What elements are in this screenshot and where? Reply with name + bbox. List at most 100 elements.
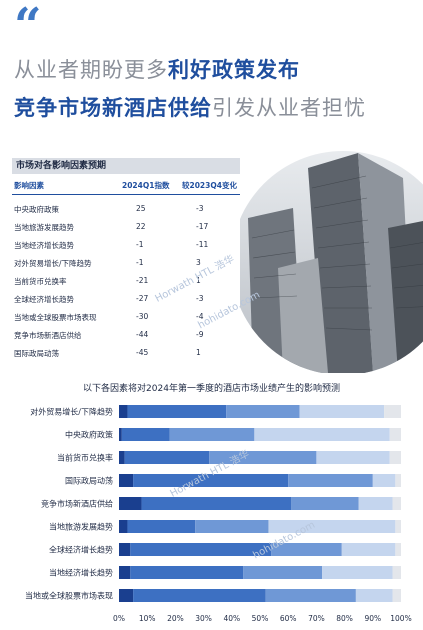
category-label: 当地或全球股票市场表现 <box>25 591 113 601</box>
category-label: 当地旅游发展趋势 <box>49 522 113 532</box>
category-label: 国际政局动荡 <box>65 476 113 486</box>
building-photo <box>238 148 423 373</box>
x-tick-label: 0% <box>113 614 125 623</box>
bar-segment-3 <box>268 520 396 533</box>
x-tick-label: 50% <box>252 614 269 623</box>
table-cell-change: -3 <box>196 204 204 213</box>
bar-segment-1 <box>127 405 227 418</box>
bar-segment-3 <box>372 474 396 487</box>
bar-segment-4 <box>392 589 401 602</box>
table-cell-factor: 竞争市场新酒店供给 <box>14 331 82 340</box>
x-tick-label: 60% <box>280 614 297 623</box>
table-cell-factor: 对外贸易增长/下降趋势 <box>14 259 92 268</box>
bar-segment-4 <box>392 566 401 579</box>
bar-segment-3 <box>254 428 390 441</box>
bar-segment-4 <box>395 474 401 487</box>
x-tick-label: 20% <box>167 614 184 623</box>
factor-table: 市场对各影响因素预期 影响因素 2024Q1指数 较2023Q4变化 中央政府政… <box>12 158 240 368</box>
table-cell-factor: 国际政局动荡 <box>14 349 59 358</box>
quote-mark: “ <box>14 0 42 54</box>
table-cell-factor: 全球经济增长趋势 <box>14 295 74 304</box>
x-tick-label: 40% <box>223 614 240 623</box>
table-row: 当地或全球股票市场表现 -30 -4 <box>12 308 240 326</box>
table-cell-factor: 当地旅游发展趋势 <box>14 223 74 232</box>
category-label: 对外贸易增长/下降趋势 <box>30 407 113 417</box>
bar-segment-4 <box>395 520 401 533</box>
bar-segment-2 <box>265 589 356 602</box>
table-header-divider <box>12 194 240 195</box>
table-cell-index: -21 <box>136 276 149 285</box>
bar-segment-2 <box>291 497 359 510</box>
headline-line-1-bold: 利好政策发布 <box>168 58 300 82</box>
bar-segment-2 <box>243 566 323 579</box>
table-title: 市场对各影响因素预期 <box>12 158 240 174</box>
table-row: 对外贸易增长/下降趋势 -1 3 <box>12 254 240 272</box>
table-row: 全球经济增长趋势 -27 -3 <box>12 290 240 308</box>
x-tick-label: 90% <box>364 614 381 623</box>
table-cell-change: 1 <box>196 276 201 285</box>
headline-line-1: 从业者期盼更多利好政策发布 <box>14 54 300 84</box>
headline-line-2-plain: 引发从业者担忧 <box>212 96 366 120</box>
table-row: 当地旅游发展趋势 22 -17 <box>12 218 240 236</box>
bar-segment-0 <box>119 589 134 602</box>
bar-segment-1 <box>130 566 244 579</box>
bar-segment-0 <box>119 428 122 441</box>
bar-segment-0 <box>119 543 131 556</box>
bar-segment-0 <box>119 566 131 579</box>
table-cell-factor: 中央政府政策 <box>14 205 59 214</box>
bar-segment-0 <box>119 451 125 464</box>
category-label: 中央政府政策 <box>65 430 113 440</box>
table-row: 当前货币兑换率 -21 1 <box>12 272 240 290</box>
bar-segment-2 <box>226 405 300 418</box>
bar-segment-4 <box>395 543 401 556</box>
x-tick-label: 100% <box>390 614 411 623</box>
table-cell-index: 22 <box>136 222 146 231</box>
category-label: 当前货币兑换率 <box>57 453 113 463</box>
bar-segment-0 <box>119 520 128 533</box>
table-row: 国际政局动荡 -45 1 <box>12 344 240 362</box>
table-cell-change: 3 <box>196 258 201 267</box>
bar-segment-3 <box>358 497 393 510</box>
bar-segment-1 <box>141 497 292 510</box>
bar-segment-4 <box>389 428 401 441</box>
bar-segment-2 <box>271 543 342 556</box>
table-cell-index: -1 <box>136 258 144 267</box>
bar-segment-0 <box>119 474 134 487</box>
bar-segment-1 <box>121 428 170 441</box>
table-cell-index: -1 <box>136 240 144 249</box>
bar-segment-1 <box>124 451 210 464</box>
bar-segment-2 <box>169 428 255 441</box>
table-cell-factor: 当地经济增长趋势 <box>14 241 74 250</box>
bar-segment-4 <box>384 405 401 418</box>
bar-segment-1 <box>133 589 266 602</box>
headline-line-2-bold: 竞争市场新酒店供给 <box>14 96 212 120</box>
table-cell-index: -44 <box>136 330 149 339</box>
bar-segment-2 <box>288 474 373 487</box>
table-cell-index: -30 <box>136 312 149 321</box>
chart-title: 以下各因素将对2024年第一季度的酒店市场业绩产生的影响预测 <box>83 384 340 394</box>
x-tick-label: 30% <box>195 614 212 623</box>
bar-segment-2 <box>209 451 317 464</box>
table-cell-index: -27 <box>136 294 149 303</box>
table-cell-change: -11 <box>196 240 209 249</box>
x-tick-label: 70% <box>308 614 325 623</box>
bar-segment-1 <box>127 520 196 533</box>
x-tick-label: 10% <box>139 614 156 623</box>
table-row: 中央政府政策 25 -3 <box>12 200 240 218</box>
bar-segment-0 <box>119 497 142 510</box>
table-row: 当地经济增长趋势 -1 -11 <box>12 236 240 254</box>
table-cell-change: -4 <box>196 312 204 321</box>
bar-segment-0 <box>119 405 128 418</box>
bar-segment-3 <box>316 451 390 464</box>
headline-line-2: 竞争市场新酒店供给引发从业者担忧 <box>14 92 366 122</box>
bar-segment-1 <box>130 543 272 556</box>
x-tick-label: 80% <box>336 614 353 623</box>
table-header-change: 较2023Q4变化 <box>182 181 237 190</box>
table-header-factor: 影响因素 <box>14 181 44 190</box>
bar-segment-4 <box>389 451 401 464</box>
bar-segment-3 <box>341 543 396 556</box>
bar-segment-3 <box>355 589 393 602</box>
table-cell-index: -45 <box>136 348 149 357</box>
headline-line-1-plain: 从业者期盼更多 <box>14 58 168 82</box>
table-cell-change: -17 <box>196 222 209 231</box>
